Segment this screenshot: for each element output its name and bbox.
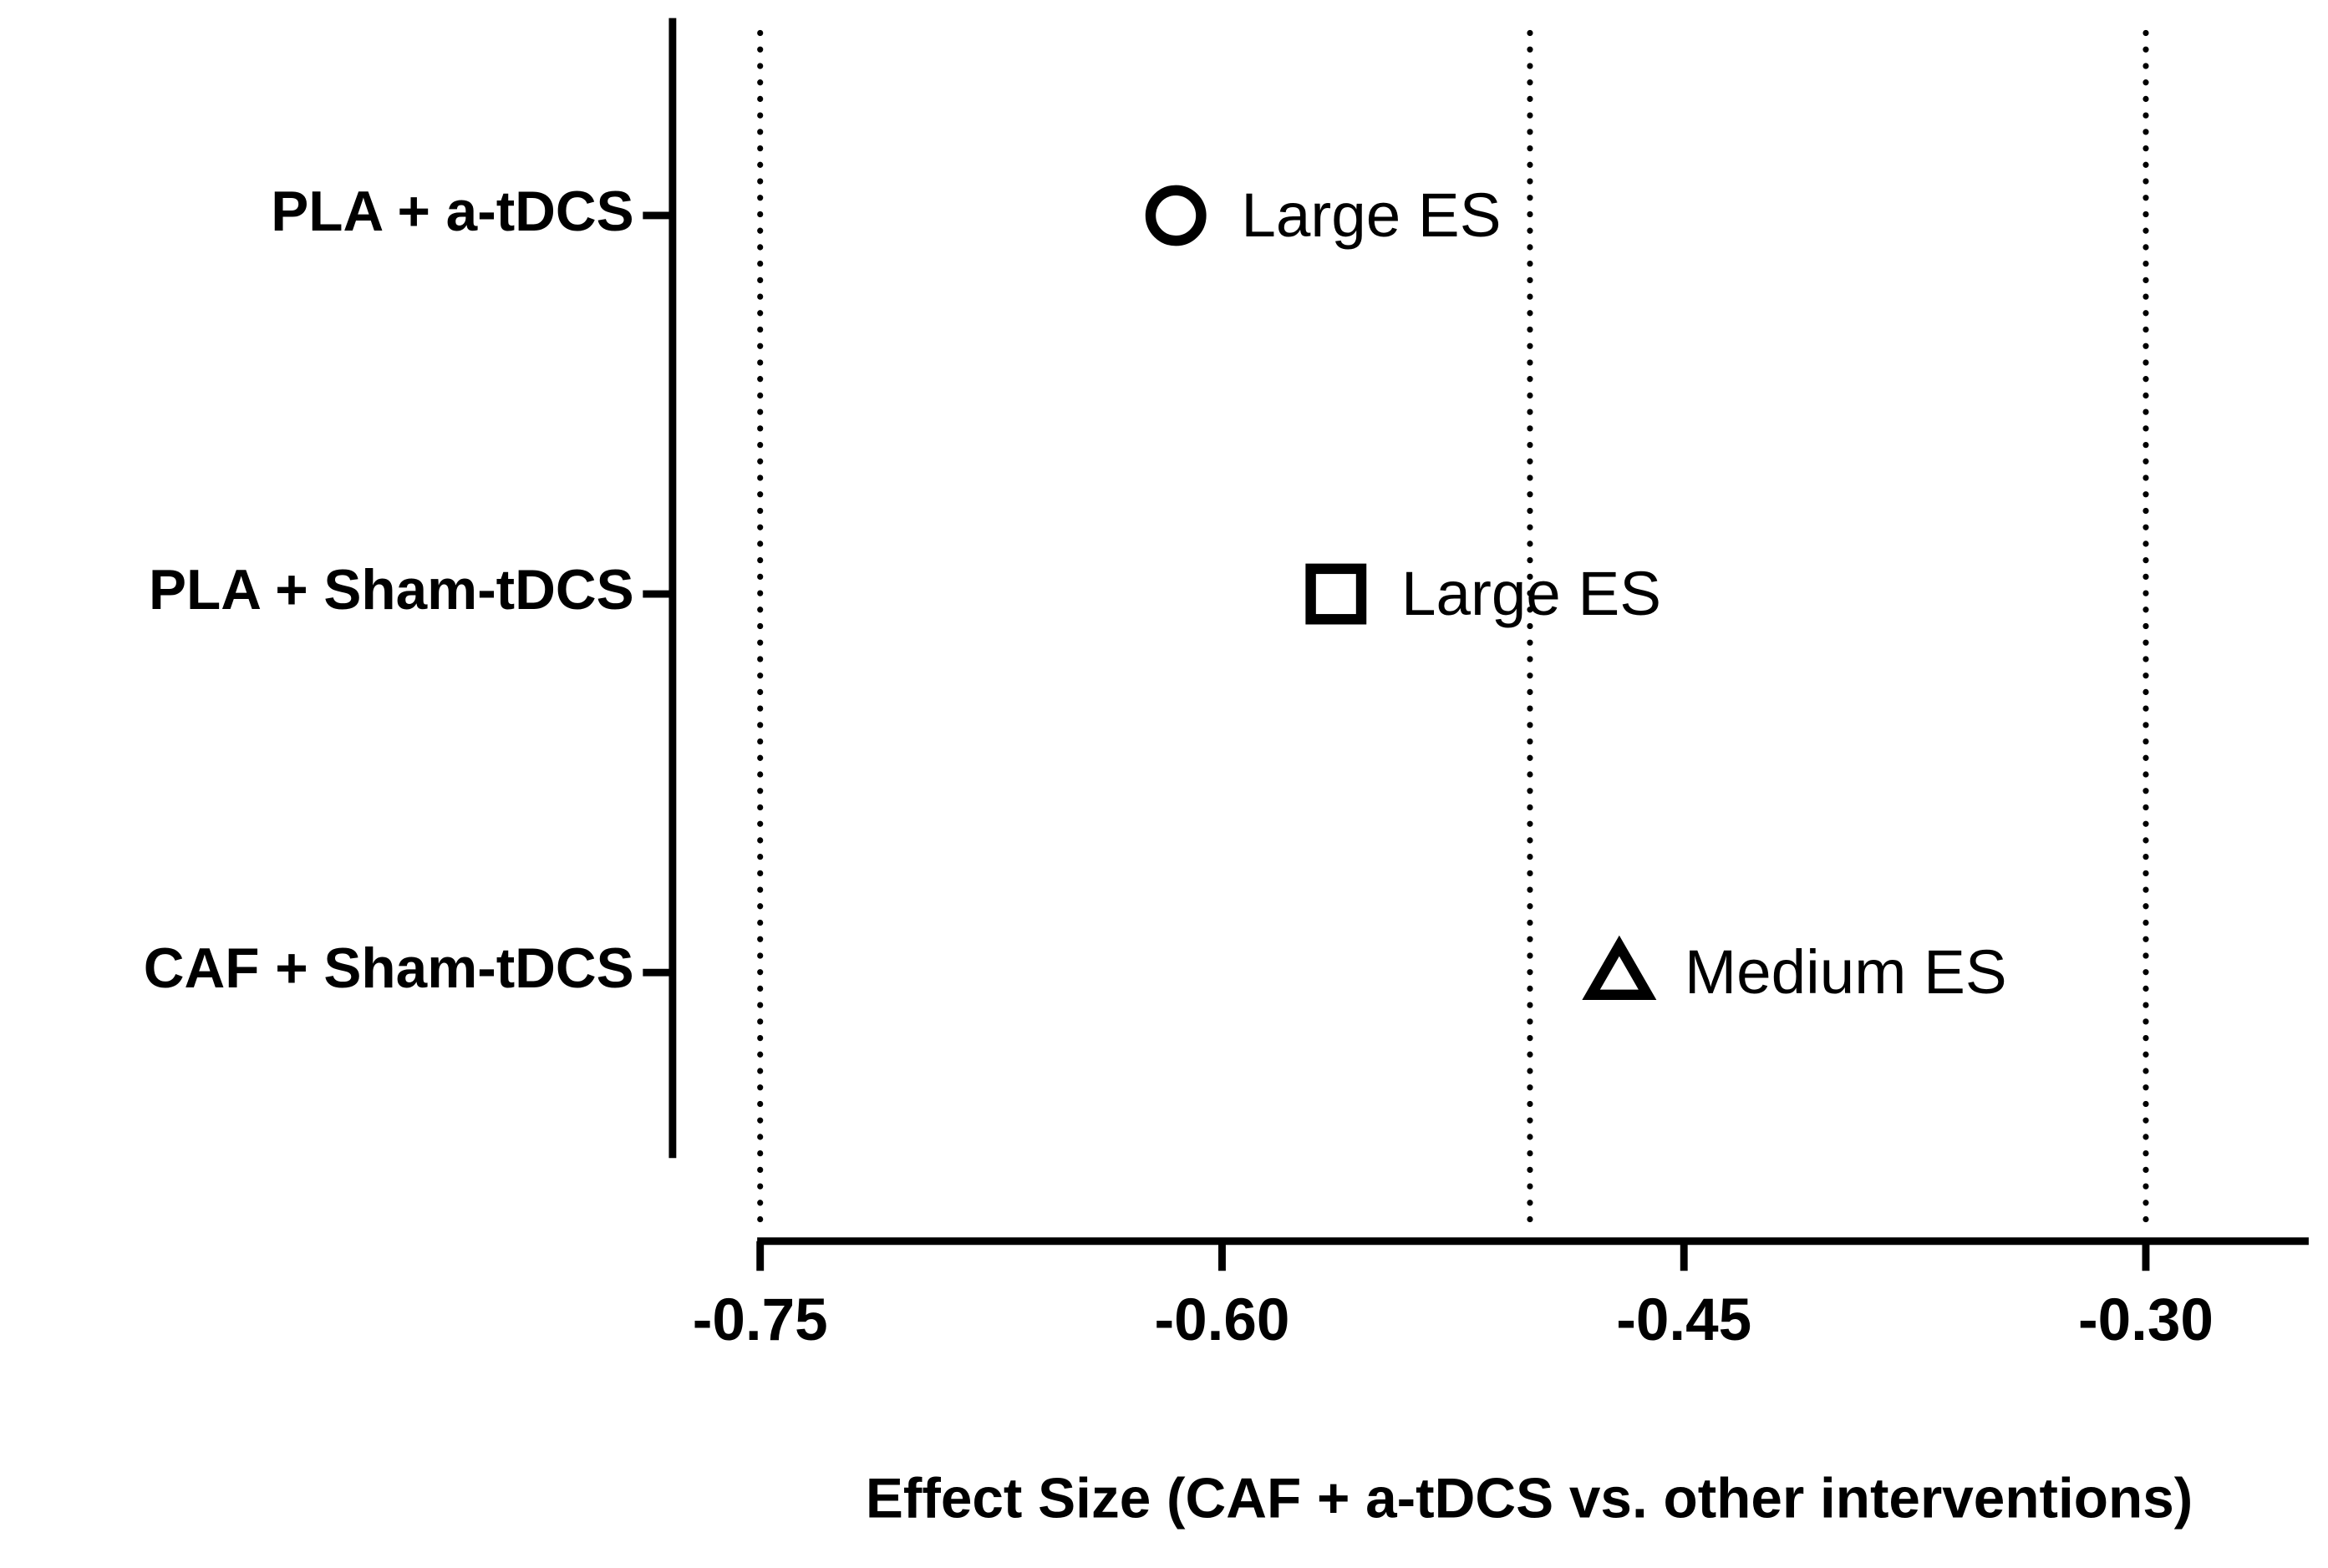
x-axis-title: Effect Size (CAF + a-tDCS vs. other inte… <box>866 1467 2193 1530</box>
data-point <box>1582 935 1657 1001</box>
y-tick-label: CAF + Sham-tDCS <box>144 937 634 1000</box>
x-tick-label: -0.30 <box>2078 1287 2214 1353</box>
data-point <box>1145 185 1207 246</box>
x-tick-label: -0.75 <box>693 1287 828 1353</box>
y-tick-label: PLA + Sham-tDCS <box>149 559 634 622</box>
x-tick-label: -0.45 <box>1616 1287 1751 1353</box>
point-annotation: Large ES <box>1401 558 1661 628</box>
x-tick-label: -0.60 <box>1154 1287 1289 1353</box>
point-annotation: Large ES <box>1241 180 1501 250</box>
y-tick-label: PLA + a-tDCS <box>271 180 633 243</box>
point-annotation: Medium ES <box>1685 936 2007 1007</box>
data-point <box>1305 563 1367 625</box>
